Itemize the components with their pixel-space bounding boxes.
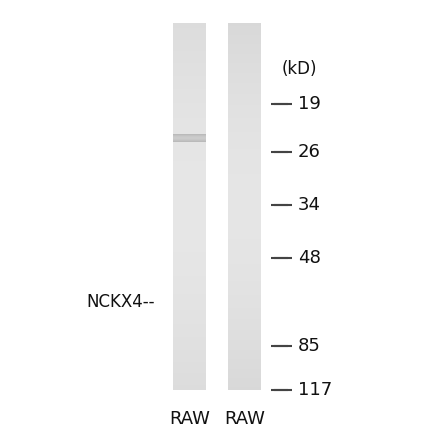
Text: 85: 85 — [298, 337, 321, 355]
Text: 26: 26 — [298, 143, 321, 161]
Text: 34: 34 — [298, 196, 321, 214]
Text: 19: 19 — [298, 95, 321, 112]
Text: (kD): (kD) — [282, 60, 317, 78]
Text: RAW: RAW — [169, 410, 209, 428]
Text: RAW: RAW — [224, 410, 264, 428]
Text: NCKX4--: NCKX4-- — [87, 293, 155, 311]
Text: 48: 48 — [298, 249, 321, 267]
Text: 117: 117 — [298, 381, 332, 399]
